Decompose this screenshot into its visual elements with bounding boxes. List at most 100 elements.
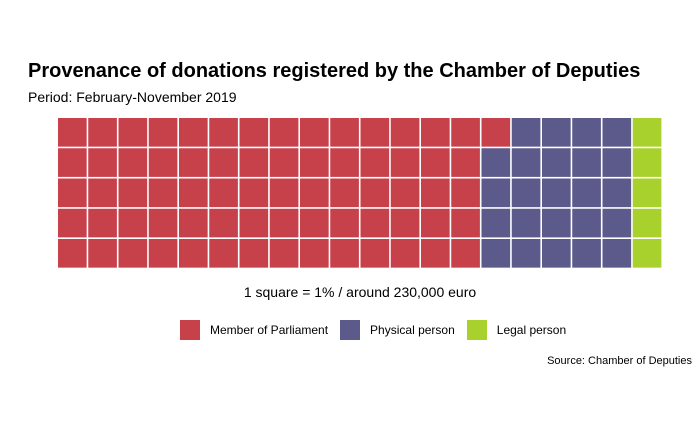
waffle-square-member-of-parliament: [239, 239, 269, 268]
waffle-square-member-of-parliament: [179, 178, 208, 208]
waffle-square-member-of-parliament: [390, 208, 420, 238]
waffle-square-member-of-parliament: [148, 239, 178, 268]
waffle-square-physical-person: [481, 239, 511, 268]
waffle-square-member-of-parliament: [481, 118, 511, 147]
waffle-square-member-of-parliament: [269, 118, 299, 147]
waffle-square-member-of-parliament: [179, 208, 208, 238]
waffle-square-member-of-parliament: [58, 239, 87, 268]
chart-caption: 1 square = 1% / around 230,000 euro: [243, 284, 477, 300]
waffle-square-member-of-parliament: [148, 178, 178, 208]
waffle-square-physical-person: [542, 118, 571, 147]
waffle-square-physical-person: [481, 178, 511, 208]
waffle-square-member-of-parliament: [239, 208, 269, 238]
waffle-square-legal-person: [632, 178, 662, 208]
waffle-square-member-of-parliament: [330, 178, 359, 208]
waffle-square-member-of-parliament: [269, 148, 299, 177]
legend-label-legal-person: Legal person: [496, 323, 567, 337]
waffle-square-member-of-parliament: [118, 239, 148, 268]
waffle-square-member-of-parliament: [330, 118, 359, 147]
waffle-square-physical-person: [542, 148, 571, 177]
waffle-square-member-of-parliament: [300, 118, 329, 147]
waffle-square-member-of-parliament: [239, 178, 269, 208]
legend-item-physical-person: Physical person: [340, 320, 455, 340]
waffle-square-member-of-parliament: [451, 208, 480, 238]
waffle-square-member-of-parliament: [451, 118, 480, 147]
waffle-square-member-of-parliament: [58, 178, 87, 208]
waffle-square-member-of-parliament: [118, 208, 148, 238]
waffle-square-member-of-parliament: [330, 239, 359, 268]
waffle-square-member-of-parliament: [209, 239, 238, 268]
waffle-square-member-of-parliament: [360, 208, 390, 238]
waffle-square-member-of-parliament: [118, 178, 148, 208]
waffle-square-member-of-parliament: [58, 118, 87, 147]
waffle-square-physical-person: [542, 239, 571, 268]
waffle-square-member-of-parliament: [360, 178, 390, 208]
waffle-square-member-of-parliament: [179, 148, 208, 177]
waffle-square-member-of-parliament: [118, 118, 148, 147]
waffle-square-physical-person: [481, 148, 511, 177]
waffle-square-member-of-parliament: [239, 148, 269, 177]
waffle-square-physical-person: [511, 118, 541, 147]
waffle-square-member-of-parliament: [421, 118, 450, 147]
waffle-square-member-of-parliament: [390, 239, 420, 268]
waffle-square-physical-person: [511, 178, 541, 208]
waffle-square-physical-person: [602, 118, 632, 147]
waffle-square-physical-person: [511, 148, 541, 177]
waffle-square-physical-person: [511, 239, 541, 268]
waffle-square-member-of-parliament: [390, 178, 420, 208]
waffle-square-member-of-parliament: [421, 148, 450, 177]
waffle-square-legal-person: [632, 118, 662, 147]
waffle-square-member-of-parliament: [148, 118, 178, 147]
waffle-square-physical-person: [572, 239, 601, 268]
waffle-square-member-of-parliament: [330, 208, 359, 238]
waffle-square-member-of-parliament: [300, 208, 329, 238]
waffle-square-member-of-parliament: [390, 118, 420, 147]
waffle-square-member-of-parliament: [390, 148, 420, 177]
waffle-square-member-of-parliament: [148, 208, 178, 238]
chart-title: Provenance of donations registered by th…: [28, 60, 641, 82]
waffle-square-member-of-parliament: [421, 178, 450, 208]
waffle-square-member-of-parliament: [179, 239, 208, 268]
waffle-square-member-of-parliament: [300, 178, 329, 208]
waffle-square-member-of-parliament: [209, 148, 238, 177]
waffle-square-member-of-parliament: [421, 239, 450, 268]
chart-subtitle: Period: February-November 2019: [28, 89, 237, 105]
legend-swatch-member-of-parliament: [180, 320, 200, 340]
waffle-square-member-of-parliament: [269, 178, 299, 208]
waffle-square-physical-person: [572, 118, 601, 147]
legend-swatch-legal-person: [466, 320, 487, 340]
waffle-square-member-of-parliament: [58, 148, 87, 177]
legend-item-member-of-parliament: Member of Parliament: [180, 320, 328, 340]
waffle-square-physical-person: [602, 208, 632, 238]
waffle-square-legal-person: [632, 239, 662, 268]
waffle-square-member-of-parliament: [239, 118, 269, 147]
waffle-square-member-of-parliament: [300, 239, 329, 268]
waffle-square-member-of-parliament: [451, 239, 480, 268]
legend: Member of Parliament Physical person Leg…: [180, 320, 578, 340]
waffle-square-member-of-parliament: [179, 118, 208, 147]
waffle-square-physical-person: [602, 178, 632, 208]
waffle-square-member-of-parliament: [451, 178, 480, 208]
waffle-square-member-of-parliament: [269, 239, 299, 268]
waffle-square-physical-person: [481, 208, 511, 238]
waffle-square-member-of-parliament: [269, 208, 299, 238]
waffle-square-member-of-parliament: [330, 148, 359, 177]
waffle-square-legal-person: [632, 148, 662, 177]
waffle-square-member-of-parliament: [451, 148, 480, 177]
waffle-square-physical-person: [542, 178, 571, 208]
legend-label-member-of-parliament: Member of Parliament: [210, 323, 329, 337]
waffle-square-member-of-parliament: [209, 118, 238, 147]
waffle-square-member-of-parliament: [88, 208, 117, 238]
waffle-square-member-of-parliament: [88, 118, 117, 147]
waffle-square-physical-person: [511, 208, 541, 238]
legend-item-legal-person: Legal person: [466, 320, 567, 340]
waffle-square-physical-person: [602, 239, 632, 268]
waffle-square-legal-person: [632, 208, 662, 238]
legend-label-physical-person: Physical person: [370, 323, 455, 337]
waffle-square-member-of-parliament: [88, 239, 117, 268]
waffle-square-member-of-parliament: [148, 148, 178, 177]
waffle-square-physical-person: [602, 148, 632, 177]
waffle-square-member-of-parliament: [360, 118, 390, 147]
waffle-square-member-of-parliament: [58, 208, 87, 238]
